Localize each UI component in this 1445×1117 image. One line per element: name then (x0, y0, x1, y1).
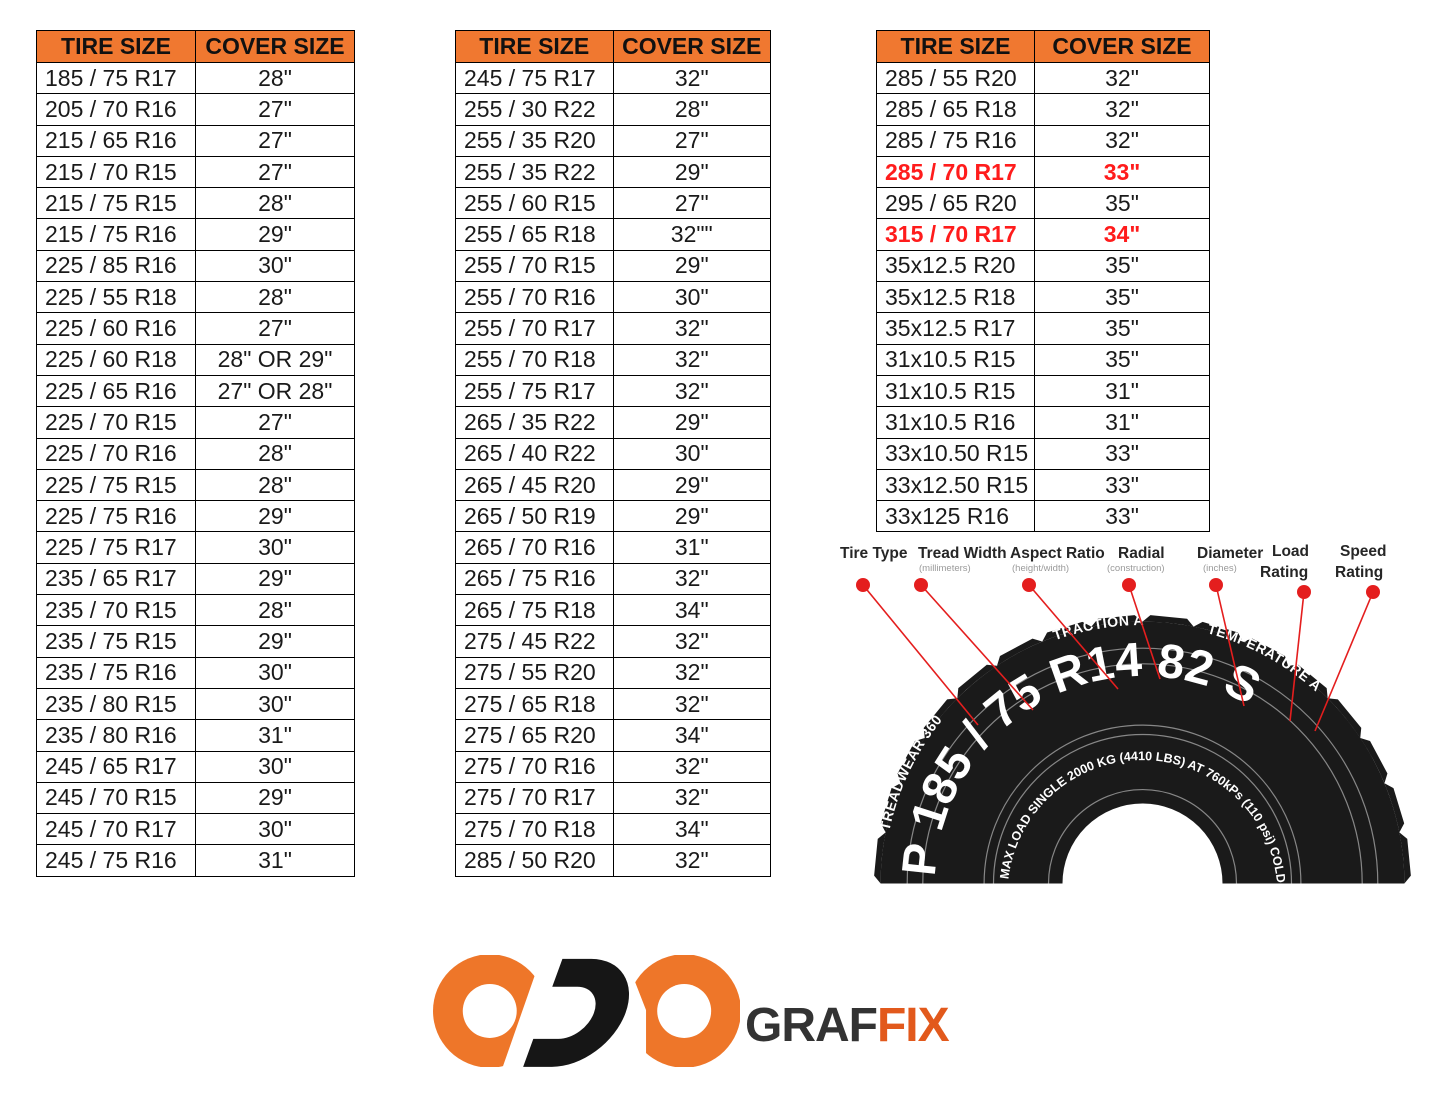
svg-text:Tread Width: Tread Width (918, 545, 1007, 562)
svg-text:Radial: Radial (1118, 545, 1165, 562)
svg-text:Tire Type: Tire Type (840, 545, 908, 562)
svg-text:Rating: Rating (1335, 564, 1383, 581)
svg-text:Rating: Rating (1260, 564, 1308, 581)
svg-text:Load: Load (1272, 543, 1309, 560)
svg-text:(construction): (construction) (1107, 563, 1165, 574)
svg-text:Aspect Ratio: Aspect Ratio (1010, 545, 1105, 562)
svg-text:Diameter: Diameter (1197, 545, 1263, 562)
svg-text:(inches): (inches) (1203, 563, 1237, 574)
svg-text:(height/width): (height/width) (1012, 563, 1069, 574)
svg-text:Speed: Speed (1340, 543, 1387, 560)
svg-text:(millimeters): (millimeters) (919, 563, 971, 574)
